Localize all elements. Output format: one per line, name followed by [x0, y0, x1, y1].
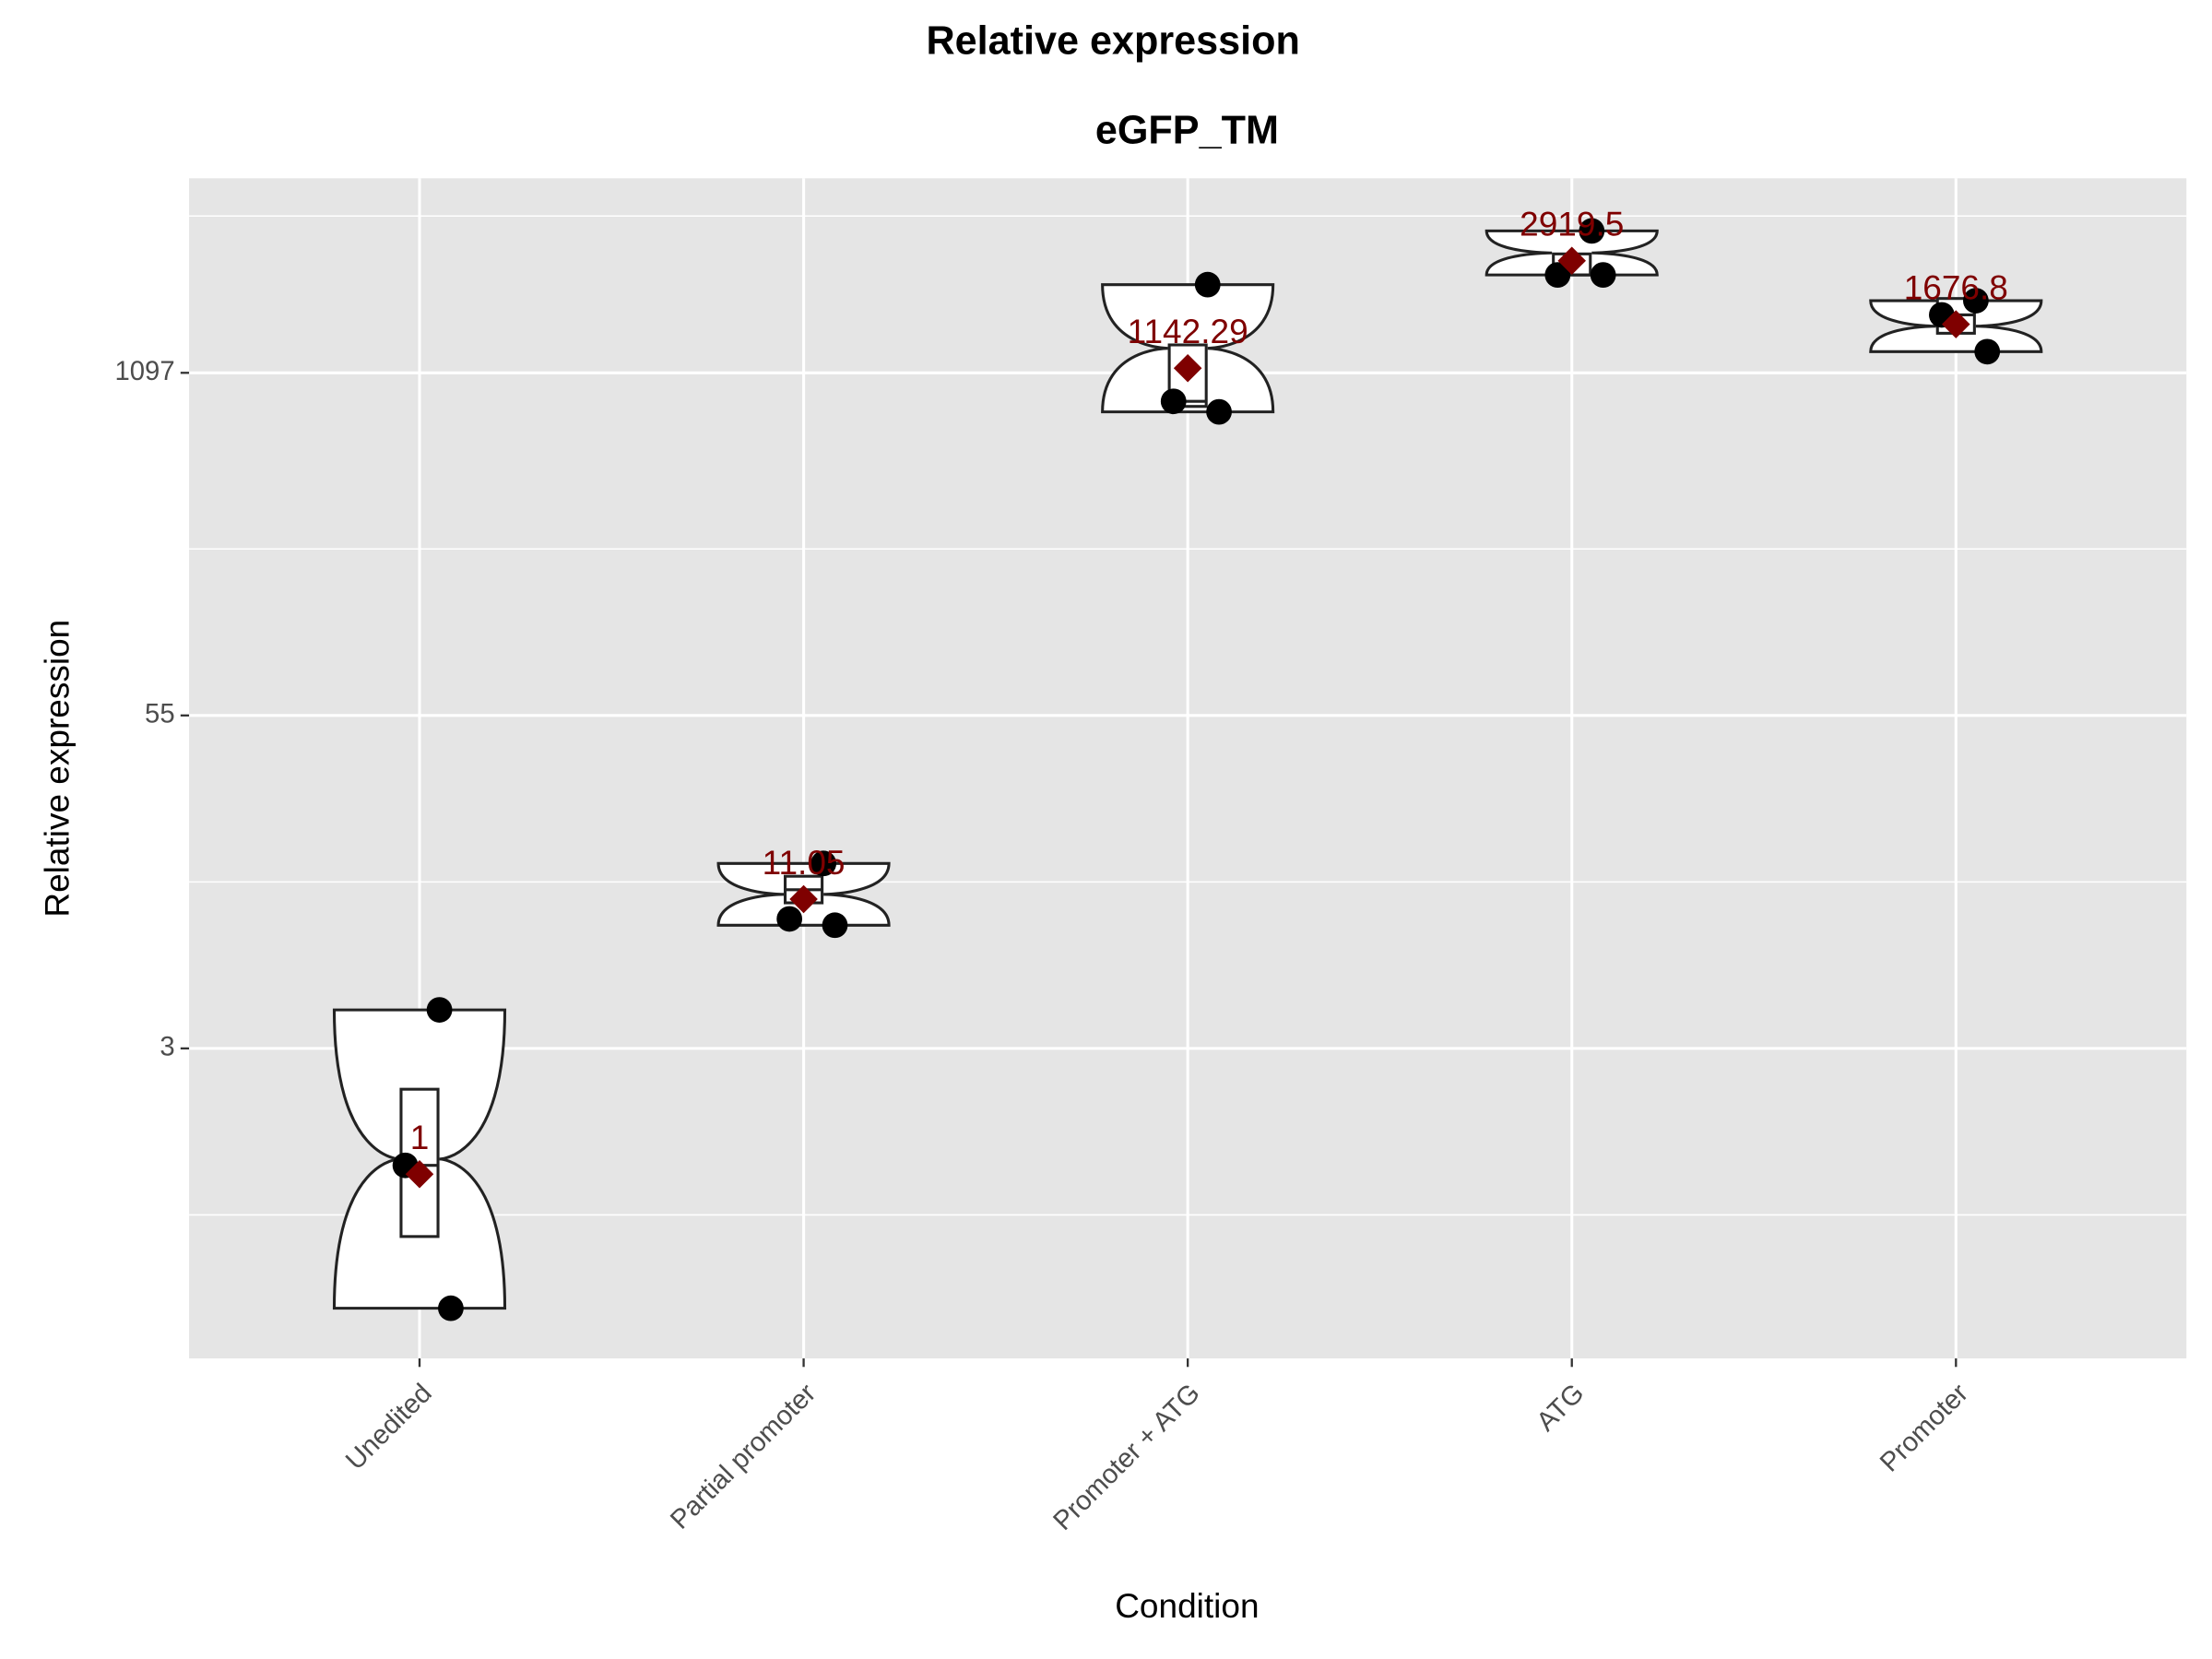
point: [1974, 338, 2001, 365]
point: [438, 1295, 464, 1321]
mean-label: 1: [410, 1119, 430, 1156]
point: [1590, 262, 1616, 289]
x-axis-label: Condition: [1115, 1587, 1259, 1625]
mean-marker: [1173, 354, 1202, 383]
point: [1194, 271, 1221, 298]
point: [822, 912, 848, 939]
chart-subtitle: eGFP_TM: [1095, 108, 1279, 152]
point: [1160, 388, 1187, 415]
mean-label: 2919.5: [1520, 206, 1624, 243]
point: [1206, 398, 1232, 425]
y-tick-label: 3: [160, 1032, 174, 1062]
mean-label: 1676.8: [1904, 268, 2008, 306]
mean-label: 1142.29: [1128, 313, 1248, 350]
point: [1963, 288, 1989, 314]
y-tick-label: 55: [145, 699, 175, 729]
point: [776, 906, 803, 932]
chart-title: Relative expression: [927, 18, 1300, 63]
point: [810, 850, 837, 877]
mean-marker: [789, 884, 818, 914]
y-tick-label: 1097: [114, 356, 174, 386]
point: [1579, 218, 1605, 244]
mean-label: 11.05: [763, 844, 846, 882]
point: [426, 997, 453, 1023]
y-axis-label: Relative expression: [39, 620, 77, 918]
point: [1544, 262, 1571, 289]
